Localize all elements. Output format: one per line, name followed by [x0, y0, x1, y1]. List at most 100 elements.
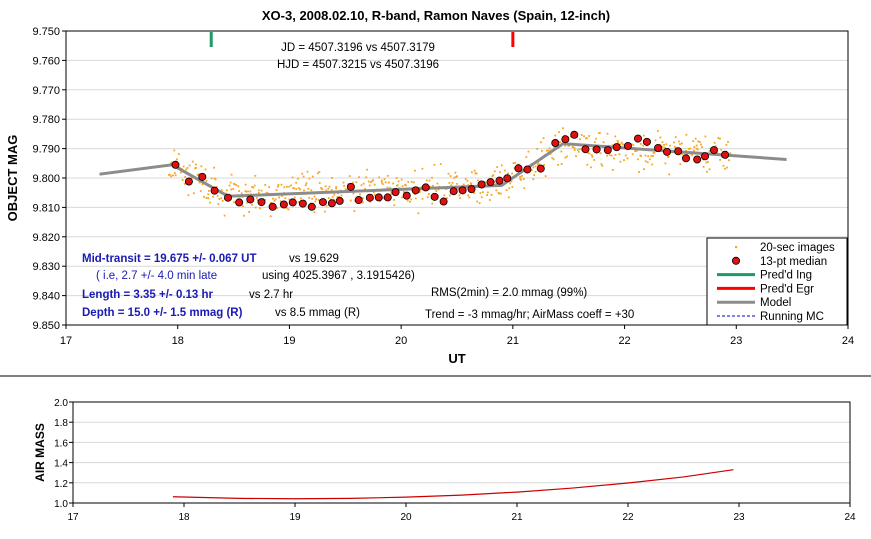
image-point: [325, 204, 328, 207]
y-tick-label: 9.760: [32, 55, 60, 67]
image-point: [673, 145, 676, 148]
image-point: [722, 164, 725, 167]
median-point: [184, 177, 193, 186]
image-point: [277, 185, 279, 188]
image-point: [532, 166, 535, 169]
image-point: [653, 151, 656, 154]
image-point: [367, 180, 370, 183]
image-point: [335, 186, 338, 188]
image-point: [599, 152, 602, 155]
image-point: [553, 146, 556, 149]
image-point: [407, 180, 410, 183]
image-point: [200, 165, 203, 168]
x-tick-label: 22: [622, 512, 634, 523]
length-vs: vs 2.7 hr: [249, 289, 293, 301]
image-point: [626, 157, 629, 160]
y-tick-label: 9.770: [32, 85, 60, 97]
image-point: [213, 166, 215, 169]
model-line: [99, 142, 787, 198]
y-tick-label: 2.0: [54, 398, 68, 409]
image-point: [665, 143, 668, 146]
image-point: [272, 197, 274, 200]
image-point: [302, 175, 305, 178]
median-point: [210, 186, 219, 195]
image-point: [624, 154, 627, 157]
image-point: [455, 176, 457, 178]
image-point: [464, 178, 467, 180]
image-point: [632, 144, 635, 146]
ephemeris-annotation: using 4025.3967 , 3.1915426): [262, 270, 415, 282]
image-point: [611, 169, 614, 171]
image-point: [705, 161, 708, 164]
image-point: [255, 197, 258, 199]
image-point: [595, 137, 598, 140]
image-point: [617, 141, 620, 144]
image-point: [691, 154, 694, 157]
image-point: [268, 186, 270, 188]
image-point: [661, 146, 664, 149]
image-point: [228, 184, 231, 187]
median-point: [561, 135, 570, 144]
image-point: [276, 207, 278, 209]
image-point: [643, 168, 645, 171]
trend-annotation: Trend = -3 mmag/hr; AirMass coeff = +30: [425, 309, 634, 321]
image-point: [293, 187, 296, 190]
image-point: [447, 172, 450, 175]
image-point: [280, 183, 283, 186]
image-point: [508, 187, 511, 190]
image-point: [360, 184, 363, 187]
image-point: [409, 200, 411, 203]
image-point: [320, 187, 323, 190]
image-point: [314, 200, 317, 203]
image-point: [456, 182, 458, 185]
legend-box: [706, 237, 848, 326]
image-point: [223, 214, 226, 217]
image-point: [543, 164, 545, 166]
image-point: [258, 189, 260, 192]
image-point: [689, 147, 692, 150]
image-point: [580, 134, 583, 136]
image-point: [635, 149, 638, 152]
image-point: [410, 198, 413, 201]
image-point: [616, 139, 619, 142]
image-point: [519, 175, 522, 178]
image-point: [412, 181, 415, 184]
image-point: [220, 189, 223, 192]
image-point: [297, 187, 300, 190]
median-point: [374, 193, 383, 202]
image-point: [281, 194, 283, 197]
image-point: [232, 182, 235, 185]
image-point: [644, 154, 647, 157]
image-point: [685, 133, 688, 136]
airmass-line: [172, 469, 734, 500]
image-point: [308, 177, 311, 180]
image-point: [327, 187, 330, 190]
length-annotation: Length = 3.35 +/- 0.13 hr: [82, 289, 214, 301]
image-point: [368, 184, 371, 187]
image-point: [328, 185, 331, 188]
image-point: [324, 210, 326, 213]
image-point: [568, 144, 570, 147]
image-point: [431, 176, 433, 179]
image-point: [702, 165, 705, 168]
image-point: [238, 190, 241, 192]
image-point: [474, 172, 477, 174]
image-point: [439, 163, 442, 166]
image-point: [560, 150, 563, 153]
image-point: [203, 195, 205, 198]
image-point: [288, 198, 291, 201]
image-point: [378, 176, 381, 179]
x-axis-label: UT: [448, 351, 465, 366]
image-point: [534, 165, 537, 168]
median-point: [663, 147, 672, 156]
image-point: [697, 140, 700, 143]
image-point: [230, 173, 233, 176]
image-point: [198, 181, 201, 184]
image-point: [185, 168, 188, 171]
image-point: [364, 188, 366, 190]
image-point: [587, 151, 589, 154]
image-point: [373, 194, 376, 196]
y-tick-label: 1.6: [54, 438, 68, 449]
legend-swatch: [732, 256, 741, 265]
image-point: [575, 155, 577, 158]
